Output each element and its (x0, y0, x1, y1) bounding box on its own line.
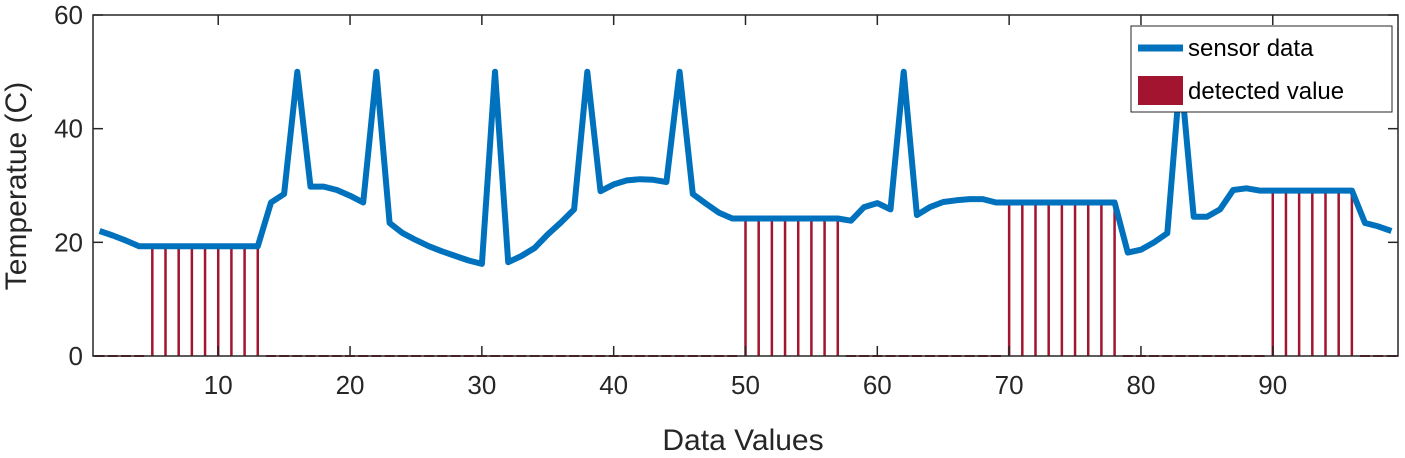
x-tick-label: 70 (995, 370, 1024, 400)
y-tick-label: 60 (54, 0, 83, 30)
x-tick-label: 90 (1258, 370, 1287, 400)
y-tick-label: 40 (54, 114, 83, 144)
x-tick-label: 40 (599, 370, 628, 400)
legend-sensor-data-label: sensor data (1188, 35, 1314, 62)
legend-detected-value-swatch (1138, 76, 1183, 105)
sensor-data-series (98, 68, 1393, 267)
x-axis-title: Data Values (662, 424, 823, 457)
y-tick-label: 20 (54, 227, 83, 257)
x-tick-label: 30 (467, 370, 496, 400)
y-axis-title: Temperatue (C) (0, 82, 33, 290)
x-tick-label: 60 (863, 370, 892, 400)
legend: sensor data detected value (1130, 25, 1393, 113)
tick-labels: 10 20 30 40 50 60 70 80 90 0 20 40 60 (54, 0, 1287, 400)
legend-detected-value-label: detected value (1188, 78, 1344, 105)
sensor-data-line (98, 68, 1393, 267)
x-tick-label: 10 (204, 370, 233, 400)
y-tick-label: 0 (69, 341, 83, 371)
x-tick-label: 20 (336, 370, 365, 400)
x-tick-label: 80 (1126, 370, 1155, 400)
x-tick-label: 50 (731, 370, 760, 400)
axes (92, 14, 1399, 357)
